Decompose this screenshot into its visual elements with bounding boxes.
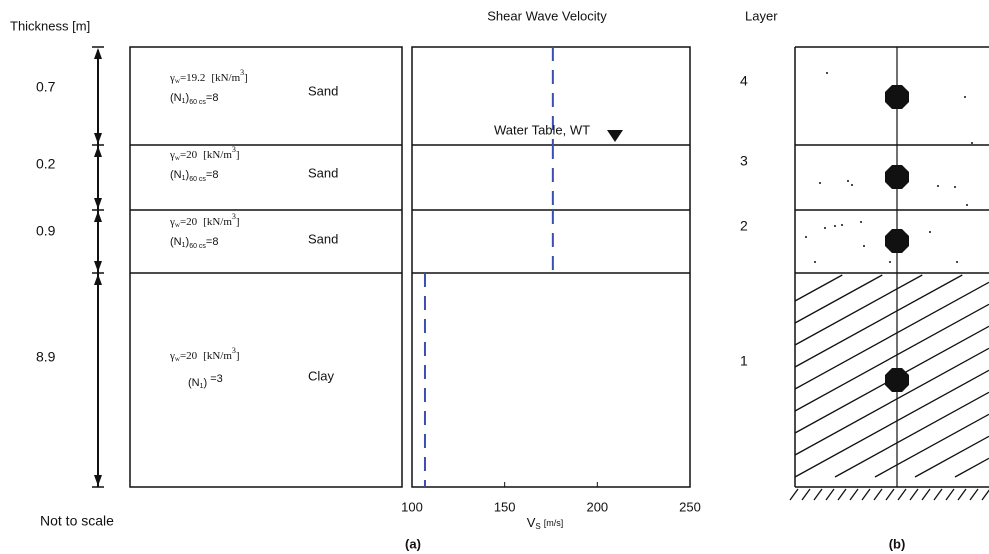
spt-part: =8 [206, 236, 219, 248]
water-table-label: Water Table, WT [494, 122, 590, 137]
x-tick-label: 100 [401, 499, 423, 514]
soil-type: Sand [308, 83, 338, 98]
sand-dot [847, 180, 849, 182]
sand-dot [834, 225, 836, 227]
x-tick-label: 150 [494, 499, 516, 514]
unit-weight-part: ] [244, 72, 248, 84]
sand-dot [860, 221, 862, 223]
layer-marker [885, 165, 909, 189]
layer-number: 2 [740, 218, 748, 234]
sand-dot [824, 227, 826, 229]
spt-part: (N [170, 92, 182, 104]
sand-dot [971, 142, 973, 144]
unit-weight-part: =19.2 [180, 72, 205, 84]
caption-b: (b) [889, 536, 906, 551]
sand-dot [819, 182, 821, 184]
soil-type: Sand [308, 231, 338, 246]
sand-dot [954, 186, 956, 188]
thickness-value: 8.9 [36, 349, 56, 365]
thickness-value: 0.2 [36, 156, 56, 172]
caption-a: (a) [405, 536, 421, 551]
unit-weight-part: ] [236, 216, 240, 228]
sand-dot [841, 224, 843, 226]
x-axis-label-unit: [m/s] [544, 518, 564, 528]
spt-part: =8 [206, 169, 219, 181]
sand-dot [966, 204, 968, 206]
unit-weight-part: ] [236, 149, 240, 161]
unit-weight-part: =20 [180, 350, 198, 362]
spt-part: 60 cs [189, 176, 206, 183]
unit-weight-part: =20 [180, 216, 198, 228]
spt-part: 60 cs [189, 243, 206, 250]
background [0, 0, 989, 554]
spt-part: =8 [206, 92, 219, 104]
layer-title: Layer [745, 8, 778, 23]
layer-marker [885, 85, 909, 109]
thickness-value: 0.9 [36, 223, 56, 239]
unit-weight-part: ] [236, 350, 240, 362]
sand-dot [863, 245, 865, 247]
figure: Thickness [m] Layer Not to scale Shear W… [0, 0, 989, 554]
spt-part: (N [188, 377, 200, 389]
sand-dot [814, 261, 816, 263]
x-tick-label: 250 [679, 499, 701, 514]
sand-dot [964, 96, 966, 98]
soil-type: Sand [308, 165, 338, 180]
sand-dot [805, 236, 807, 238]
layer-marker [885, 229, 909, 253]
unit-weight-part: [kN/m [203, 149, 232, 161]
sand-dot [956, 261, 958, 263]
thickness-value: 0.7 [36, 79, 56, 95]
unit-weight-part: [kN/m [203, 350, 232, 362]
chart-title: Shear Wave Velocity [487, 8, 607, 23]
spt-part: (N [170, 169, 182, 181]
layer-number: 1 [740, 353, 748, 369]
unit-weight-part: [kN/m [203, 216, 232, 228]
spt-part: 60 cs [189, 99, 206, 106]
thickness-title: Thickness [m] [10, 18, 90, 33]
x-tick-label: 200 [586, 499, 608, 514]
x-axis-label-sub: S [535, 522, 540, 531]
sand-dot [889, 261, 891, 263]
sand-dot [826, 72, 828, 74]
sand-dot [851, 184, 853, 186]
spt-part: =3 [207, 373, 223, 385]
layer-number: 3 [740, 153, 748, 169]
soil-type: Clay [308, 368, 335, 383]
note: Not to scale [40, 513, 114, 529]
spt-part: (N [170, 236, 182, 248]
sand-dot [929, 231, 931, 233]
sand-dot [937, 185, 939, 187]
x-axis-label-main: V [527, 515, 536, 530]
unit-weight-part: [kN/m [211, 72, 240, 84]
layer-number: 4 [740, 73, 748, 89]
unit-weight-part: =20 [180, 149, 198, 161]
